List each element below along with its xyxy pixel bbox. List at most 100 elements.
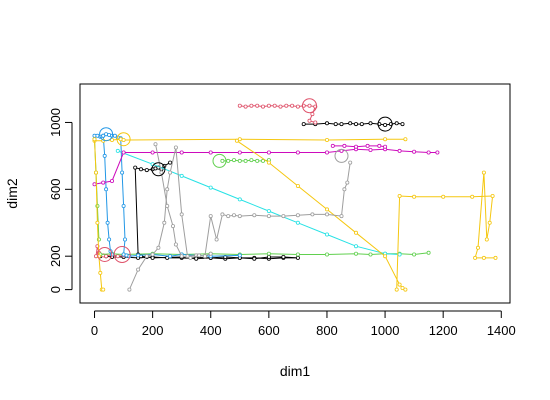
series-12	[93, 138, 407, 143]
data-point	[296, 253, 299, 256]
data-point	[296, 221, 299, 224]
series-line-8	[103, 136, 112, 255]
series-1	[302, 122, 404, 127]
data-point	[366, 144, 369, 147]
data-point	[346, 181, 349, 184]
data-point	[267, 104, 270, 107]
data-point	[471, 195, 474, 198]
data-point	[137, 268, 140, 271]
data-point	[227, 215, 230, 218]
data-point	[238, 159, 241, 162]
series-line-14	[95, 139, 104, 289]
y-tick-label: 200	[48, 245, 63, 267]
x-tick-label: 1000	[371, 323, 400, 338]
data-point	[209, 215, 212, 218]
data-point	[261, 105, 264, 108]
data-point	[485, 238, 488, 241]
data-point	[354, 231, 357, 234]
data-point	[166, 188, 169, 191]
data-point	[404, 288, 407, 291]
data-point	[157, 246, 160, 249]
data-point	[256, 104, 259, 107]
data-point	[384, 138, 387, 141]
data-point	[180, 213, 183, 216]
y-axis-title: dim2	[4, 178, 20, 209]
data-point	[494, 256, 497, 259]
data-point	[235, 139, 238, 142]
data-point	[174, 146, 177, 149]
x-tick-label: 1400	[487, 323, 516, 338]
plot-data	[93, 99, 497, 292]
series-line-11	[333, 146, 385, 147]
data-point	[105, 188, 108, 191]
data-point	[238, 198, 241, 201]
data-point	[96, 221, 99, 224]
data-point	[369, 122, 372, 125]
data-point	[369, 253, 372, 256]
data-point	[250, 159, 253, 162]
data-point	[491, 194, 494, 197]
data-point	[413, 195, 416, 198]
data-point	[291, 104, 294, 107]
data-point	[267, 151, 270, 154]
data-point	[296, 214, 299, 217]
data-point	[325, 151, 328, 154]
series-line-1	[304, 123, 403, 125]
data-point	[325, 213, 328, 216]
data-point	[180, 255, 183, 258]
data-point	[360, 123, 363, 126]
data-point	[384, 145, 387, 148]
data-point	[343, 188, 346, 191]
data-point	[110, 179, 113, 182]
data-point	[308, 104, 311, 107]
data-point	[180, 174, 183, 177]
data-point	[334, 123, 337, 126]
data-point	[427, 251, 430, 254]
series-2	[238, 104, 317, 124]
series-11	[331, 144, 387, 148]
data-point	[244, 159, 247, 162]
data-point	[139, 168, 142, 171]
data-point	[378, 144, 381, 147]
data-point	[244, 105, 247, 108]
series-8	[102, 134, 114, 256]
data-point	[325, 208, 328, 211]
data-point	[238, 104, 241, 107]
data-point	[198, 254, 201, 257]
data-point	[256, 159, 259, 162]
data-point	[349, 122, 352, 125]
series-line-10	[95, 149, 438, 184]
y-tick-label: 600	[48, 178, 63, 200]
data-point	[137, 254, 140, 257]
data-point	[171, 225, 174, 228]
data-point	[354, 245, 357, 248]
data-point	[215, 238, 218, 241]
data-point	[354, 145, 357, 148]
data-point	[145, 255, 148, 258]
data-point	[273, 104, 276, 107]
plot-frame	[80, 84, 510, 303]
data-point	[395, 122, 398, 125]
x-tick-label: 0	[91, 323, 98, 338]
data-point	[427, 151, 430, 154]
data-point	[311, 213, 314, 216]
data-point	[145, 169, 148, 172]
data-point	[180, 151, 183, 154]
data-point	[116, 255, 119, 258]
data-point	[250, 104, 253, 107]
data-point	[340, 215, 343, 218]
series-10	[93, 148, 439, 186]
data-point	[398, 194, 401, 197]
data-point	[102, 288, 105, 291]
data-point	[474, 256, 477, 259]
data-point	[267, 161, 270, 164]
data-point	[238, 215, 241, 218]
data-point	[384, 255, 387, 258]
y-tick-label: 0	[48, 286, 63, 293]
data-point	[398, 283, 401, 286]
x-axis-title: dim1	[280, 363, 311, 379]
data-point	[123, 238, 126, 241]
data-point	[325, 233, 328, 236]
data-point	[267, 215, 270, 218]
data-point	[442, 195, 445, 198]
